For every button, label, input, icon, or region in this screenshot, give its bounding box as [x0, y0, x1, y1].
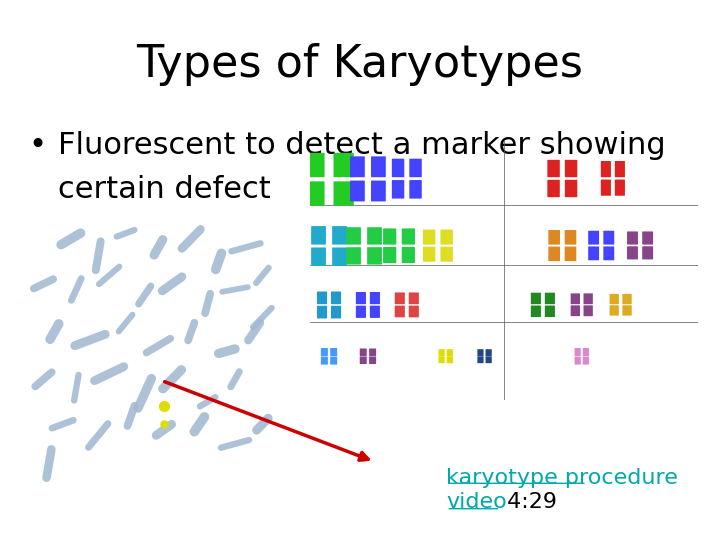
FancyBboxPatch shape: [356, 292, 366, 304]
FancyBboxPatch shape: [615, 179, 625, 195]
FancyBboxPatch shape: [485, 349, 492, 356]
FancyBboxPatch shape: [588, 246, 599, 260]
FancyBboxPatch shape: [371, 157, 386, 177]
FancyBboxPatch shape: [369, 356, 376, 364]
FancyBboxPatch shape: [615, 161, 625, 177]
FancyBboxPatch shape: [333, 153, 354, 177]
FancyBboxPatch shape: [346, 227, 361, 245]
FancyBboxPatch shape: [367, 227, 382, 245]
FancyBboxPatch shape: [346, 247, 361, 265]
FancyBboxPatch shape: [603, 231, 614, 245]
FancyBboxPatch shape: [370, 306, 380, 318]
FancyBboxPatch shape: [317, 306, 327, 319]
FancyBboxPatch shape: [582, 356, 589, 365]
Text: video: video: [446, 492, 507, 512]
FancyBboxPatch shape: [531, 306, 541, 317]
FancyBboxPatch shape: [321, 348, 328, 356]
FancyBboxPatch shape: [332, 226, 347, 245]
FancyBboxPatch shape: [360, 356, 366, 364]
FancyBboxPatch shape: [305, 153, 325, 177]
FancyBboxPatch shape: [370, 292, 380, 304]
FancyBboxPatch shape: [627, 232, 638, 245]
FancyBboxPatch shape: [311, 247, 326, 266]
FancyBboxPatch shape: [564, 247, 576, 261]
FancyBboxPatch shape: [610, 305, 619, 315]
FancyBboxPatch shape: [603, 246, 614, 260]
Text: karyotype procedure: karyotype procedure: [446, 468, 678, 488]
FancyBboxPatch shape: [571, 293, 580, 304]
FancyBboxPatch shape: [317, 292, 327, 304]
FancyBboxPatch shape: [332, 247, 347, 266]
FancyBboxPatch shape: [383, 228, 396, 245]
FancyBboxPatch shape: [575, 356, 581, 365]
FancyBboxPatch shape: [582, 348, 589, 356]
FancyBboxPatch shape: [410, 159, 422, 177]
FancyBboxPatch shape: [600, 179, 611, 195]
Text: Fluorescent to detect a marker showing: Fluorescent to detect a marker showing: [58, 131, 665, 160]
FancyBboxPatch shape: [610, 294, 619, 304]
FancyBboxPatch shape: [395, 293, 405, 304]
FancyBboxPatch shape: [446, 356, 453, 363]
FancyBboxPatch shape: [321, 356, 328, 365]
FancyBboxPatch shape: [531, 293, 541, 304]
FancyBboxPatch shape: [311, 226, 326, 245]
FancyBboxPatch shape: [565, 160, 577, 177]
FancyBboxPatch shape: [622, 305, 631, 315]
Text: •: •: [29, 131, 47, 160]
FancyBboxPatch shape: [622, 294, 631, 304]
FancyBboxPatch shape: [545, 293, 555, 304]
FancyBboxPatch shape: [402, 247, 415, 263]
FancyBboxPatch shape: [485, 356, 492, 363]
FancyBboxPatch shape: [477, 356, 484, 363]
FancyBboxPatch shape: [330, 356, 337, 365]
FancyBboxPatch shape: [350, 157, 365, 177]
FancyBboxPatch shape: [642, 246, 653, 259]
FancyBboxPatch shape: [549, 230, 560, 245]
FancyBboxPatch shape: [438, 356, 445, 363]
FancyBboxPatch shape: [371, 180, 386, 201]
FancyBboxPatch shape: [356, 306, 366, 318]
FancyBboxPatch shape: [565, 180, 577, 197]
FancyBboxPatch shape: [564, 230, 576, 245]
FancyBboxPatch shape: [441, 230, 453, 245]
FancyBboxPatch shape: [409, 306, 419, 318]
FancyBboxPatch shape: [392, 159, 404, 177]
FancyBboxPatch shape: [627, 246, 638, 259]
FancyBboxPatch shape: [330, 348, 337, 356]
FancyBboxPatch shape: [409, 293, 419, 304]
FancyBboxPatch shape: [588, 231, 599, 245]
FancyBboxPatch shape: [392, 180, 404, 199]
FancyBboxPatch shape: [600, 161, 611, 177]
FancyBboxPatch shape: [305, 181, 325, 206]
FancyBboxPatch shape: [477, 349, 484, 356]
FancyBboxPatch shape: [549, 247, 560, 261]
FancyBboxPatch shape: [369, 348, 376, 356]
Text: certain defect: certain defect: [58, 174, 270, 204]
FancyBboxPatch shape: [331, 306, 341, 319]
FancyBboxPatch shape: [547, 180, 559, 197]
Text: Types of Karyotypes: Types of Karyotypes: [137, 43, 583, 86]
FancyBboxPatch shape: [642, 232, 653, 245]
FancyBboxPatch shape: [423, 247, 436, 262]
FancyBboxPatch shape: [360, 348, 366, 356]
FancyBboxPatch shape: [446, 349, 453, 356]
FancyBboxPatch shape: [575, 348, 581, 356]
FancyBboxPatch shape: [423, 230, 436, 245]
FancyBboxPatch shape: [583, 305, 593, 316]
FancyBboxPatch shape: [547, 160, 559, 177]
FancyBboxPatch shape: [331, 292, 341, 304]
FancyBboxPatch shape: [350, 180, 365, 201]
FancyBboxPatch shape: [402, 228, 415, 245]
FancyBboxPatch shape: [571, 305, 580, 316]
Text: 4:29: 4:29: [500, 492, 557, 512]
FancyBboxPatch shape: [333, 181, 354, 206]
FancyBboxPatch shape: [410, 180, 422, 199]
FancyBboxPatch shape: [441, 247, 453, 262]
FancyBboxPatch shape: [383, 247, 396, 263]
FancyBboxPatch shape: [367, 247, 382, 265]
FancyBboxPatch shape: [583, 293, 593, 304]
FancyBboxPatch shape: [438, 349, 445, 356]
FancyBboxPatch shape: [395, 306, 405, 318]
FancyBboxPatch shape: [545, 306, 555, 317]
